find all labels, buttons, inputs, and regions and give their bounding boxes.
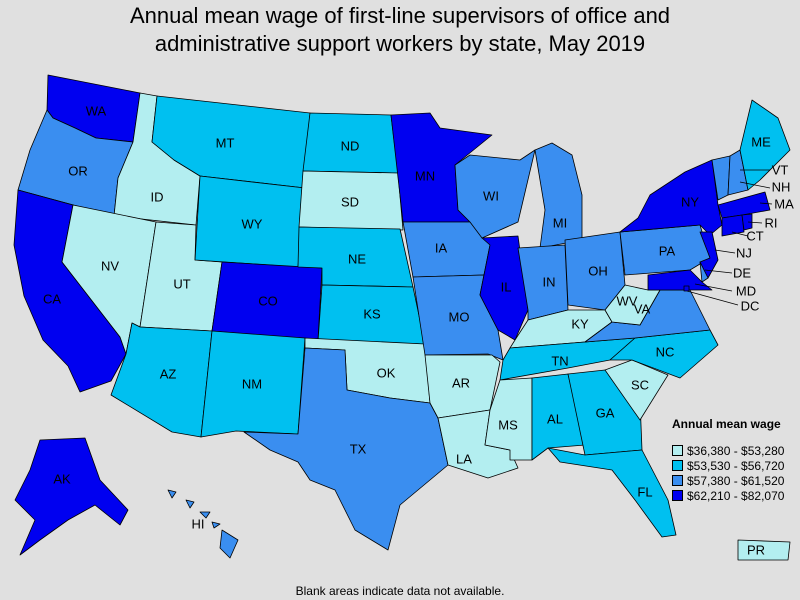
legend-swatch [672, 460, 683, 471]
state-HI[interactable] [167, 489, 239, 559]
label-WY: WY [242, 216, 263, 231]
label-LA: LA [456, 451, 472, 466]
label-VT: VT [772, 162, 789, 177]
legend-item: $53,530 - $56,720 [672, 458, 784, 473]
label-DC: DC [741, 298, 760, 313]
state-PR[interactable] [737, 539, 791, 561]
legend-item: $36,380 - $53,280 [672, 443, 784, 458]
label-AL: AL [547, 411, 563, 426]
state-NY[interactable] [619, 159, 723, 236]
label-NH: NH [772, 179, 791, 194]
legend-item: $62,210 - $82,070 [672, 488, 784, 503]
label-IA: IA [435, 240, 448, 255]
state-SC[interactable] [604, 359, 669, 421]
label-OR: OR [68, 163, 88, 178]
title-line-2: administrative support workers by state,… [154, 31, 646, 56]
legend-label: $62,210 - $82,070 [687, 488, 785, 503]
label-GA: GA [596, 405, 615, 420]
label-KS: KS [363, 306, 381, 321]
label-AR: AR [452, 375, 470, 390]
label-MD: MD [736, 283, 756, 298]
state-MD[interactable] [647, 269, 713, 291]
label-NY: NY [681, 194, 699, 209]
state-ME[interactable] [739, 99, 791, 191]
label-RI: RI [765, 215, 778, 230]
state-WI[interactable] [454, 149, 536, 239]
label-MO: MO [449, 309, 470, 324]
label-NC: NC [656, 344, 675, 359]
label-PA: PA [659, 243, 676, 258]
label-IL: IL [501, 279, 512, 294]
label-OH: OH [588, 263, 608, 278]
label-AK: AK [53, 471, 71, 486]
map-title: Annual mean wage of first-line superviso… [0, 2, 800, 58]
state-DC[interactable] [683, 285, 690, 292]
label-FL: FL [637, 484, 652, 499]
label-NM: NM [242, 376, 262, 391]
label-WV: WV [617, 293, 638, 308]
label-CO: CO [258, 293, 278, 308]
legend-swatch [672, 475, 683, 486]
label-AZ: AZ [160, 366, 177, 381]
label-SD: SD [341, 194, 359, 209]
label-NE: NE [348, 251, 366, 266]
footnote: Blank areas indicate data not available. [295, 584, 505, 598]
label-WI: WI [483, 188, 499, 203]
legend-label: $36,380 - $53,280 [687, 443, 785, 458]
state-FL[interactable] [547, 447, 677, 538]
label-IN: IN [543, 274, 556, 289]
state-AL[interactable] [531, 373, 586, 461]
label-HI: HI [192, 516, 205, 531]
label-ME: ME [751, 134, 771, 149]
label-MT: MT [216, 135, 235, 150]
label-MN: MN [415, 168, 435, 183]
label-VA: VA [634, 301, 651, 316]
state-MA[interactable] [717, 191, 771, 219]
label-TX: TX [350, 441, 367, 456]
legend-label: $57,380 - $61,520 [687, 473, 785, 488]
legend-swatch [672, 490, 683, 501]
state-MI[interactable] [534, 142, 583, 249]
label-NJ: NJ [736, 245, 752, 260]
label-TN: TN [551, 353, 568, 368]
state-AK[interactable] [14, 437, 129, 556]
label-MI: MI [553, 215, 567, 230]
state-RI[interactable] [741, 213, 753, 231]
label-PR: PR [747, 542, 765, 557]
label-KY: KY [571, 316, 589, 331]
title-line-1: Annual mean wage of first-line superviso… [129, 3, 671, 28]
label-ID: ID [151, 189, 164, 204]
label-SC: SC [631, 377, 649, 392]
legend-swatch [672, 445, 683, 456]
label-CT: CT [746, 228, 763, 243]
label-MA: MA [774, 196, 794, 211]
legend-label: $53,530 - $56,720 [687, 458, 785, 473]
state-SD[interactable] [298, 170, 404, 231]
label-ND: ND [341, 138, 360, 153]
label-OK: OK [377, 365, 396, 380]
state-TX[interactable] [243, 347, 449, 551]
label-UT: UT [173, 276, 190, 291]
legend: Annual mean wage $36,380 - $53,280 $53,5… [672, 417, 784, 503]
label-DE: DE [733, 265, 751, 280]
legend-title: Annual mean wage [672, 417, 781, 431]
state-DE[interactable] [699, 261, 709, 283]
label-WA: WA [86, 103, 107, 118]
state-CT[interactable] [721, 214, 745, 237]
label-CA: CA [43, 291, 61, 306]
legend-item: $57,380 - $61,520 [672, 473, 784, 488]
label-NV: NV [101, 258, 119, 273]
label-MS: MS [498, 417, 518, 432]
